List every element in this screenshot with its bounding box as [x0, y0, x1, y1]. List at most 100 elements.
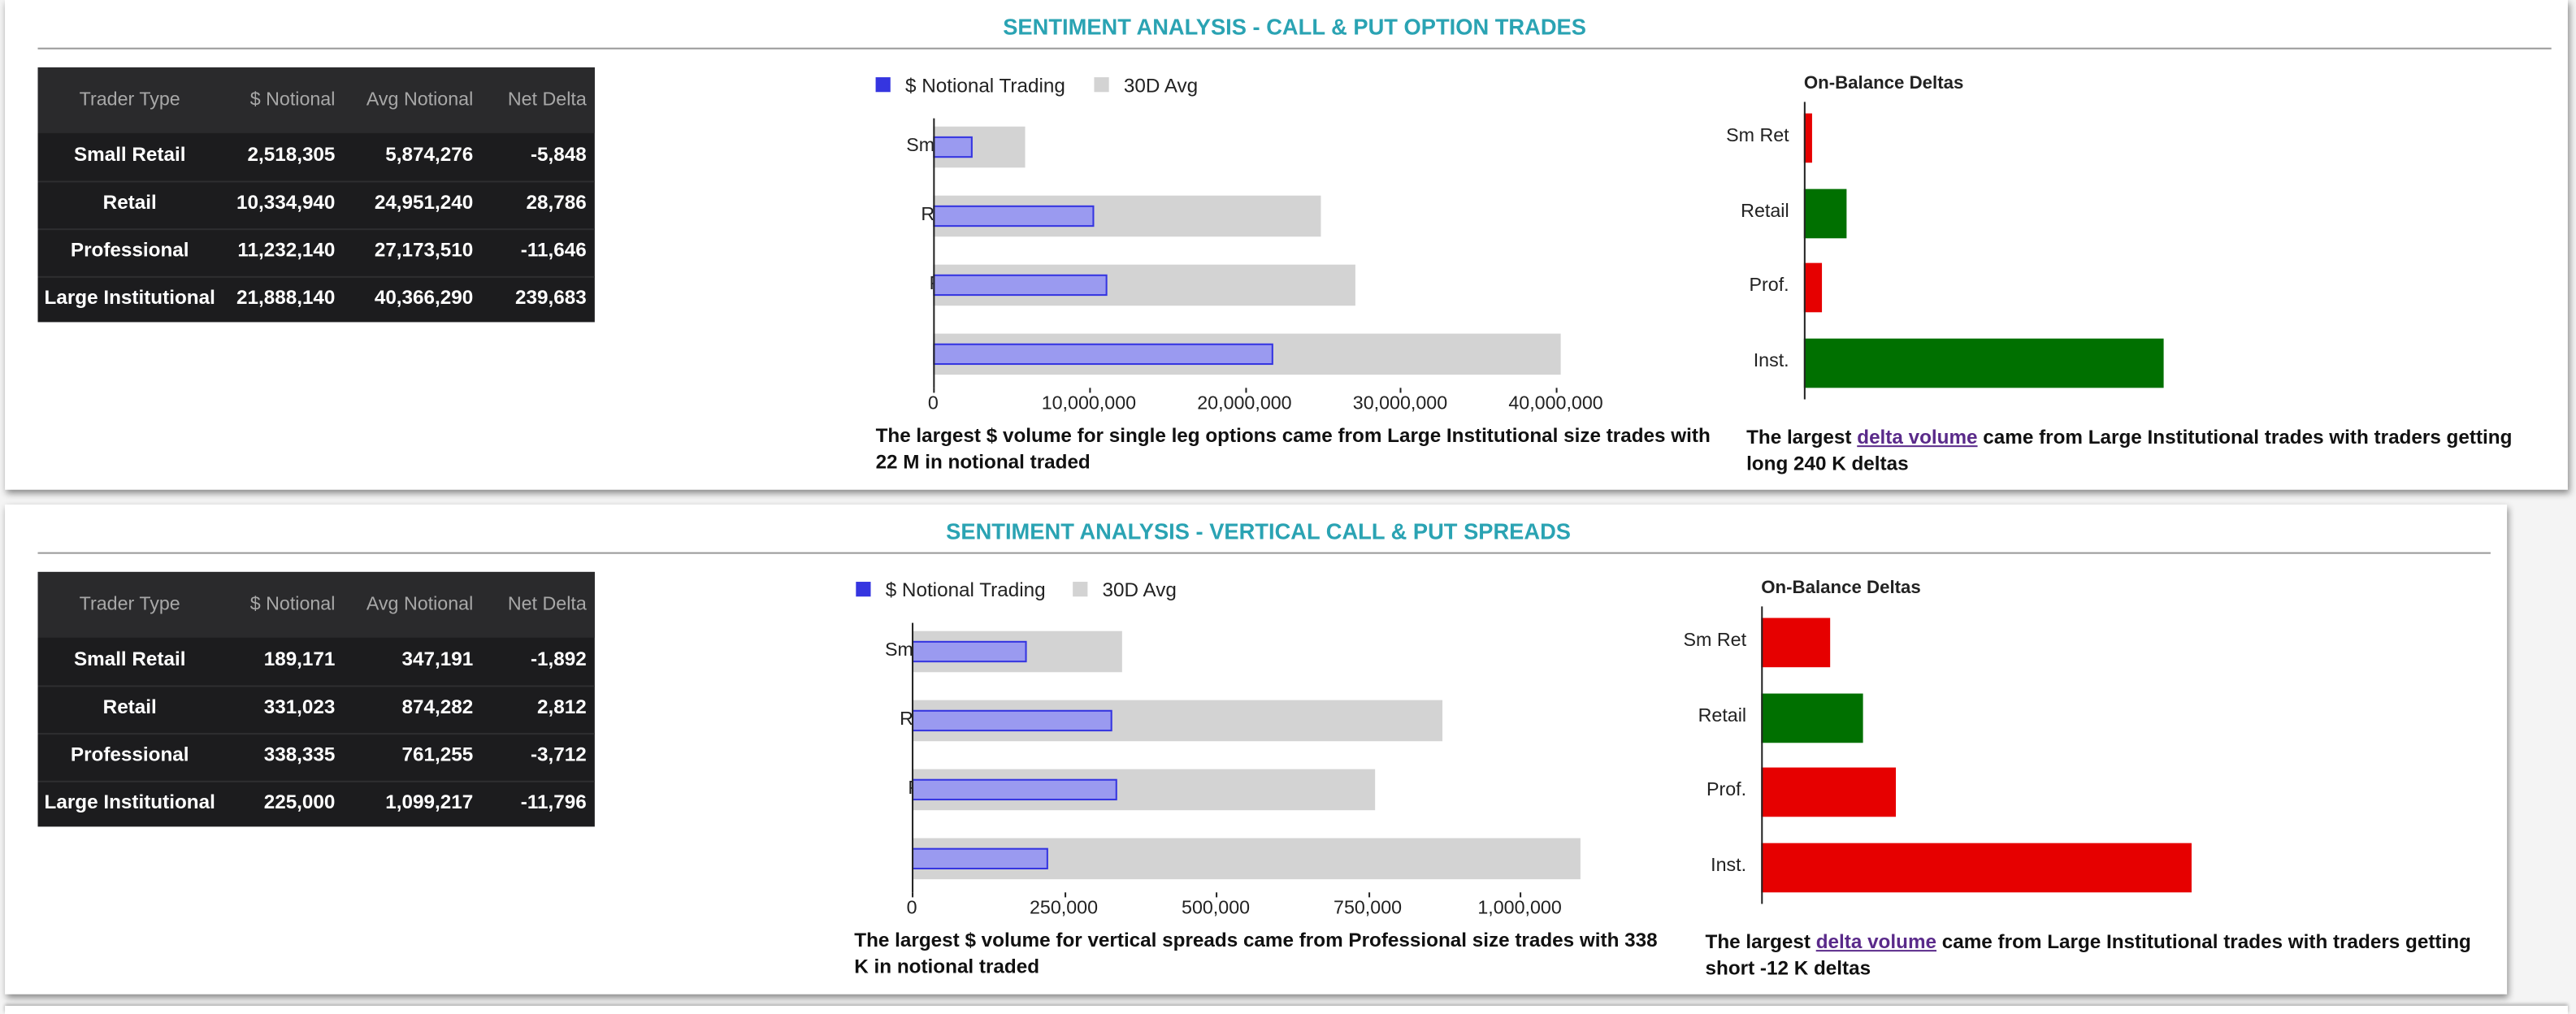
link[interactable]: delta volume — [1857, 425, 1978, 449]
notional-bar — [933, 135, 973, 158]
x-tick — [1244, 388, 1247, 393]
caption-text: The largest — [1705, 930, 1816, 954]
y-axis — [933, 118, 935, 388]
table-cell: Small Retail — [73, 142, 186, 167]
table-cell: 189,171 — [263, 647, 336, 671]
legend-swatch — [1073, 582, 1088, 597]
table-cell: 225,000 — [263, 790, 336, 814]
table-cell: 1,099,217 — [385, 790, 474, 814]
y-tick-label: Inst. — [1753, 352, 1789, 372]
next-panel-edge — [5, 1005, 2568, 1014]
y-tick-label: Prof. — [1749, 276, 1789, 297]
row-divider — [37, 228, 595, 231]
y-tick-label: Sm Ret — [1726, 126, 1789, 147]
data-table: Trader Type $ Notional Avg Notional Net Del… — [37, 571, 595, 827]
y-tick-label: Sm Ret — [1683, 630, 1747, 651]
link[interactable]: delta volume — [1815, 930, 1937, 954]
notional-bar — [933, 273, 1108, 296]
x-tick-label: 10,000,000 — [1041, 394, 1137, 414]
delta-bar — [1761, 843, 2192, 893]
x-tick — [1216, 892, 1218, 898]
table-cell: -3,712 — [530, 743, 587, 766]
x-tick-label: 0 — [906, 899, 917, 919]
table-header-bg — [37, 67, 595, 133]
panel-title: SENTIMENT ANALYSIS - CALL & PUT OPTION T… — [1003, 15, 1586, 40]
table-cell: 11,232,140 — [237, 238, 336, 262]
table-header: Net Delta — [507, 90, 587, 110]
divider — [37, 552, 2491, 554]
y-axis — [1803, 102, 1806, 400]
caption-text: The largest — [1746, 425, 1858, 449]
table-header: Avg Notional — [366, 595, 474, 615]
x-tick-label: 250,000 — [1030, 899, 1099, 919]
table-cell: 24,951,240 — [374, 190, 474, 214]
table-cell: 761,255 — [401, 743, 474, 766]
caption: The largest $ volume for vertical spread… — [854, 928, 1658, 978]
caption: The largest $ volume for single leg opti… — [875, 423, 1711, 474]
y-tick-label: Inst. — [1711, 856, 1747, 877]
notional-bar — [912, 847, 1049, 869]
table-cell: 2,518,305 — [247, 142, 336, 167]
legend-label: $ Notional Trading — [904, 74, 1065, 98]
x-tick — [1399, 388, 1403, 393]
delta-bar — [1761, 618, 1831, 668]
legend-swatch — [875, 77, 891, 93]
notional-bar — [912, 778, 1118, 800]
table-header-bg — [37, 571, 595, 638]
table-cell: Retail — [102, 695, 157, 718]
x-tick — [912, 892, 914, 898]
legend-swatch — [1094, 77, 1109, 93]
table-cell: 338,335 — [263, 743, 336, 766]
row-divider — [37, 733, 595, 735]
x-tick-label: 0 — [927, 394, 939, 414]
table-cell: -5,848 — [530, 142, 587, 167]
y-axis — [912, 622, 914, 893]
caption: The largest delta volume came from Large… — [1706, 929, 2478, 982]
table-cell: 2,812 — [537, 695, 587, 718]
x-tick-label: 1,000,000 — [1477, 899, 1562, 919]
delta-bar — [1803, 263, 1822, 314]
table-cell: 874,282 — [401, 695, 474, 718]
caption-text: came from Large Institutional trades wit… — [1746, 425, 2513, 475]
x-tick-label: 20,000,000 — [1197, 394, 1292, 414]
table-cell: Small Retail — [73, 647, 186, 671]
table-cell: 239,683 — [515, 285, 587, 310]
x-tick — [1368, 892, 1370, 898]
panel-title: SENTIMENT ANALYSIS - VERTICAL CALL & PUT… — [946, 519, 1572, 544]
table-cell: Large Institutional — [44, 285, 215, 310]
notional-bar — [933, 342, 1274, 365]
delta-bar — [1761, 768, 1897, 818]
divider — [37, 47, 2552, 50]
table-cell: 5,874,276 — [385, 142, 474, 167]
x-tick-label: 40,000,000 — [1508, 394, 1603, 414]
table-cell: 27,173,510 — [374, 238, 474, 262]
x-tick — [933, 388, 935, 393]
row-divider — [37, 180, 595, 183]
notional-bar — [933, 204, 1095, 227]
delta-title: On-Balance Deltas — [1803, 74, 1964, 94]
y-tick-label: Retail — [1741, 202, 1789, 222]
table-cell: 347,191 — [401, 647, 474, 671]
table-cell: -11,796 — [520, 790, 587, 814]
table-cell: 331,023 — [263, 695, 336, 718]
row-divider — [37, 780, 595, 782]
x-tick-label: 500,000 — [1182, 899, 1251, 919]
x-tick-label: 30,000,000 — [1352, 394, 1448, 414]
table-cell: 40,366,290 — [374, 285, 474, 310]
delta-bar — [1761, 692, 1864, 743]
x-tick-label: 750,000 — [1334, 899, 1403, 919]
table-header: Avg Notional — [366, 90, 474, 110]
table-header: Net Delta — [507, 595, 587, 615]
notional-bar — [912, 708, 1113, 731]
x-tick — [1555, 388, 1558, 393]
table-cell: Retail — [102, 190, 157, 214]
table-cell: Professional — [70, 743, 189, 766]
notional-bar — [912, 639, 1027, 662]
x-tick — [1520, 892, 1522, 898]
legend-swatch — [856, 582, 871, 597]
table-header: $ Notional — [249, 90, 336, 110]
table-header: Trader Type — [79, 90, 180, 110]
table-cell: 28,786 — [526, 190, 587, 214]
